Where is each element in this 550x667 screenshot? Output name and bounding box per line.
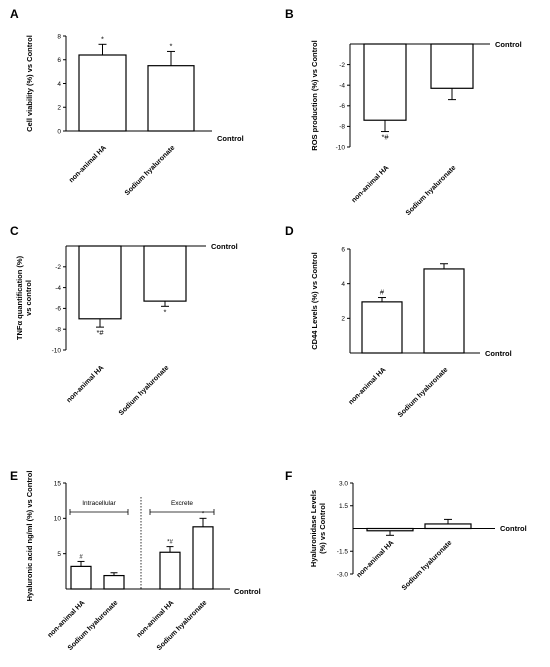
y-tick-label: 0 [57, 128, 61, 135]
chart-panel-c: C -2 -4 -6 -8 -10 Control *# non-animal HA * Sodiu… [10, 224, 238, 417]
y-tick-label: -8 [339, 124, 345, 131]
y-tick-label: 6 [341, 246, 345, 253]
bar [159, 551, 181, 590]
y-axis-label: TNFα quantification (%)vs control [15, 255, 33, 340]
y-axis-label-line: vs control [24, 280, 33, 316]
significance-marker: * [170, 41, 173, 50]
baseline-label: Control [500, 524, 527, 533]
y-tick-label: 15 [54, 480, 62, 487]
category-label: non-animal HA [348, 366, 388, 406]
bar [103, 574, 125, 590]
y-tick-label: 2 [57, 105, 61, 112]
y-tick-label: 4 [341, 281, 345, 288]
y-axis-label: ROS production (%) vs Control [310, 40, 319, 150]
y-tick-label: 3.0 [339, 480, 348, 487]
bar [78, 54, 127, 132]
y-tick-label: 5 [57, 551, 61, 558]
bar [78, 245, 122, 320]
significance-marker: *# [167, 540, 173, 546]
y-axis-label-line: TNFα quantification (%) [15, 255, 24, 340]
y-tick-label: -1.5 [337, 549, 349, 556]
category-label: non-animal HA [66, 364, 106, 404]
y-tick-label: 4 [57, 81, 61, 88]
category-label: non-animal HA [68, 144, 108, 184]
bar [361, 301, 403, 354]
category-label: Sodium hyaluronate [401, 539, 454, 592]
category-label: Sodium hyaluronate [124, 144, 177, 197]
baseline-label: Control [495, 40, 522, 49]
panel-letter: D [285, 224, 294, 238]
chart-panel-f: F 3.0 1.5 -1.5 -3.0 Control non-animal HA Sodiu… [285, 469, 527, 592]
significance-marker: * [164, 307, 167, 316]
baseline-label: Control [211, 242, 238, 251]
category-label: Sodium hyaluronate [405, 164, 458, 217]
category-label: Sodium hyaluronate [397, 366, 450, 419]
y-tick-label: -2 [55, 264, 61, 271]
significance-marker: *# [96, 328, 104, 337]
y-tick-label: -2 [339, 62, 345, 69]
category-label: non-animal HA [356, 539, 396, 579]
y-tick-label: -4 [339, 83, 345, 90]
bar [430, 43, 474, 89]
group-label: Intracellular [82, 500, 116, 507]
category-label: non-animal HA [351, 164, 391, 204]
y-axis-label-line: (%) vs Control [318, 503, 327, 554]
y-tick-label: 10 [54, 516, 62, 523]
bar [143, 245, 187, 302]
significance-marker: * [101, 34, 104, 43]
panel-letter: C [10, 224, 19, 238]
bar [147, 65, 195, 132]
y-tick-label: -6 [339, 103, 345, 110]
group-label: Excrete [171, 500, 193, 507]
significance-marker: # [380, 288, 385, 297]
category-label: Sodium hyaluronate [118, 364, 171, 417]
y-tick-label: 8 [57, 33, 61, 40]
bar [363, 43, 407, 121]
y-axis-label: Hyaluronic acid ng/ml (%) vs Control [25, 471, 34, 602]
panel-letter: F [285, 469, 292, 483]
y-axis-label-line: Hyaluronidase Levels [309, 490, 318, 567]
baseline-label: Control [217, 134, 244, 143]
y-tick-label: -8 [55, 327, 61, 334]
y-axis-label: Hyaluronidase Levels(%) vs Control [309, 490, 327, 567]
bar [70, 565, 92, 590]
bar [366, 527, 414, 532]
panel-letter: B [285, 7, 294, 21]
y-tick-label: -3.0 [337, 571, 349, 578]
y-tick-label: 1.5 [339, 503, 348, 510]
bar [424, 523, 472, 530]
significance-marker: *# [381, 133, 389, 142]
baseline-label: Control [234, 587, 261, 596]
y-tick-label: -6 [55, 306, 61, 313]
y-tick-label: 2 [341, 316, 345, 323]
chart-panel-b: B -2 -4 -6 -8 -10 Control *# non-animal HA Sodium… [285, 7, 522, 217]
panel-letter: E [10, 469, 18, 483]
panel-letter: A [10, 7, 19, 21]
bar [192, 526, 214, 590]
chart-panel-d: D 2 4 6 Control # non-animal HA Sodium hyaluron… [285, 224, 512, 419]
y-axis-label: Cell viability (%) vs Control [25, 35, 34, 132]
significance-marker: * [202, 511, 205, 517]
bar [423, 268, 465, 354]
chart-panel-a: A 0 2 4 6 8 Control * non-animal HA * Sodium hyalu… [10, 7, 244, 197]
y-tick-label: -4 [55, 285, 61, 292]
baseline-label: Control [485, 349, 512, 358]
y-tick-label: 6 [57, 57, 61, 64]
y-tick-label: -10 [52, 347, 62, 354]
y-axis-label: CD44 Levels (%) vs Control [310, 252, 319, 350]
significance-marker: # [79, 554, 83, 560]
y-tick-label: -10 [336, 144, 346, 151]
